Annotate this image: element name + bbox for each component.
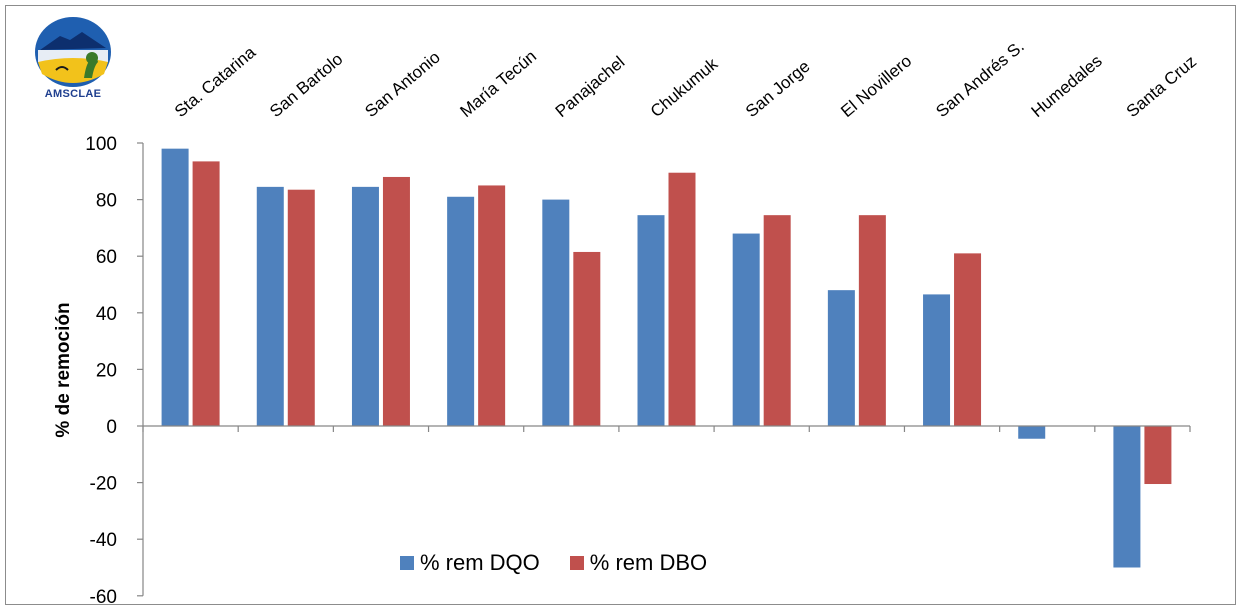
bar-dbo-8 [954,253,982,426]
bar-dqo-0 [161,148,189,426]
category-label: San Antonio [361,48,443,122]
logo-text: AMSCLAE [44,88,102,100]
bar-dqo-7 [827,290,855,426]
chart-frame [5,5,1236,605]
bar-dbo-6 [763,215,791,426]
bar-dqo-9 [1018,426,1046,439]
y-tick-label: -40 [90,530,117,551]
y-tick-label: -20 [90,474,117,495]
bar-dbo-3 [478,185,506,426]
legend-swatch [569,556,584,570]
category-labels: Sta. Catarina San Bartolo San Antonio María… [171,37,1200,121]
bar-dqo-2 [351,186,379,426]
bar-dbo-4 [573,251,601,426]
category-label: Santa Cruz [1123,52,1200,121]
y-tick-label: 100 [85,134,117,155]
category-label: María Tecún [456,47,540,121]
bar-dbo-5 [668,172,696,426]
bar-dqo-6 [732,233,760,426]
legend-swatch [400,556,414,570]
logo-emblem-icon [35,17,111,87]
bar-dqo-8 [923,294,951,426]
y-tick-label: 20 [96,360,117,381]
bar-dbo-10 [1144,426,1172,485]
bar-dbo-1 [287,189,315,426]
category-label: Chukumuk [647,54,722,121]
bar-dqo-10 [1113,426,1141,568]
y-tick-label: 60 [96,247,117,268]
category-label: El Novillero [837,51,915,121]
category-label: Panajachel [552,52,629,121]
axes-layer: -60 -40 -20 0 20 40 60 80 100 [85,134,1191,607]
legend-item-dqo: % rem DQO [400,550,540,576]
bar-dqo-1 [256,186,284,426]
amsclae-logo: AMSCLAE [32,14,114,106]
y-axis-label: % de remoción [53,302,74,437]
bar-dbo-2 [382,176,410,426]
category-label: Humedales [1028,51,1106,121]
legend-item-dbo: % rem DBO [569,550,708,576]
y-tick-label: 80 [96,191,117,212]
legend: % rem DQO % rem DBO [400,550,737,576]
y-tick-label: 40 [96,304,117,325]
category-label: San Jorge [742,57,814,121]
legend-label: % rem DQO [420,550,540,575]
category-label: San Bartolo [266,49,346,121]
category-label: Sta. Catarina [171,42,260,121]
y-tick-label: 0 [106,417,117,438]
bar-dbo-0 [192,161,220,426]
y-tick-label: -60 [90,587,117,607]
bar-dqo-5 [637,215,665,426]
category-label: San Andrés S. [932,37,1027,121]
logo-bird-icon [55,66,69,71]
legend-label: % rem DBO [589,550,708,575]
bar-dbo-7 [858,215,886,426]
bars-layer [161,148,1172,568]
logo-volcano [40,32,106,50]
bar-dqo-3 [447,196,475,426]
bar-dqo-4 [542,199,570,426]
logo-tree-crown [86,52,98,64]
